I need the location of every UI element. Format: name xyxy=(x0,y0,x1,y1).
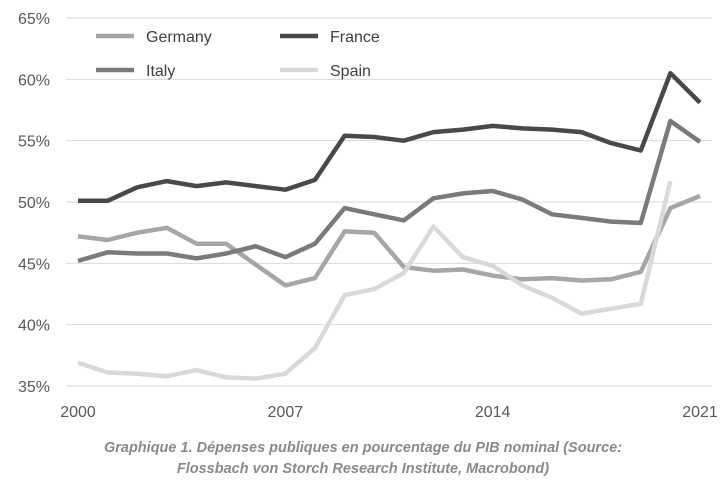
series-lines xyxy=(77,70,702,381)
caption-line-2: Flossbach von Storch Research Institute,… xyxy=(176,461,550,477)
y-tick-label: 60% xyxy=(18,72,50,89)
x-tick-label: 2021 xyxy=(682,404,718,421)
x-tick-label: 2000 xyxy=(60,404,96,421)
x-tick-label: 2014 xyxy=(475,404,511,421)
y-tick-label: 65% xyxy=(18,11,50,28)
legend-label-germany: Germany xyxy=(146,29,212,46)
x-tick-label: 2007 xyxy=(268,404,304,421)
y-axis: 35% 40% 45% 50% 55% 60% 65% xyxy=(18,11,50,396)
series-line-spain xyxy=(77,180,673,381)
x-axis: 2000 2007 2014 2021 xyxy=(60,404,718,421)
caption-line-1: Graphique 1. Dépenses publiques en pourc… xyxy=(103,440,623,456)
series-line-france xyxy=(78,70,702,204)
chart-caption: Graphique 1. Dépenses publiques en pourc… xyxy=(0,438,726,480)
y-tick-label: 55% xyxy=(18,134,50,151)
y-tick-label: 35% xyxy=(18,379,50,396)
legend-label-spain: Spain xyxy=(330,63,371,80)
y-tick-label: 45% xyxy=(18,256,50,273)
y-tick-label: 50% xyxy=(18,195,50,212)
line-chart: 35% 40% 45% 50% 55% 60% 65% 2000 2007 2014 2021 G… xyxy=(18,11,718,421)
legend-label-italy: Italy xyxy=(146,63,175,80)
legend: Germany France Italy Spain xyxy=(96,29,380,80)
series-line-germany xyxy=(77,193,701,288)
y-tick-label: 40% xyxy=(18,318,50,335)
series-line-italy xyxy=(77,118,702,264)
legend-label-france: France xyxy=(330,29,380,46)
